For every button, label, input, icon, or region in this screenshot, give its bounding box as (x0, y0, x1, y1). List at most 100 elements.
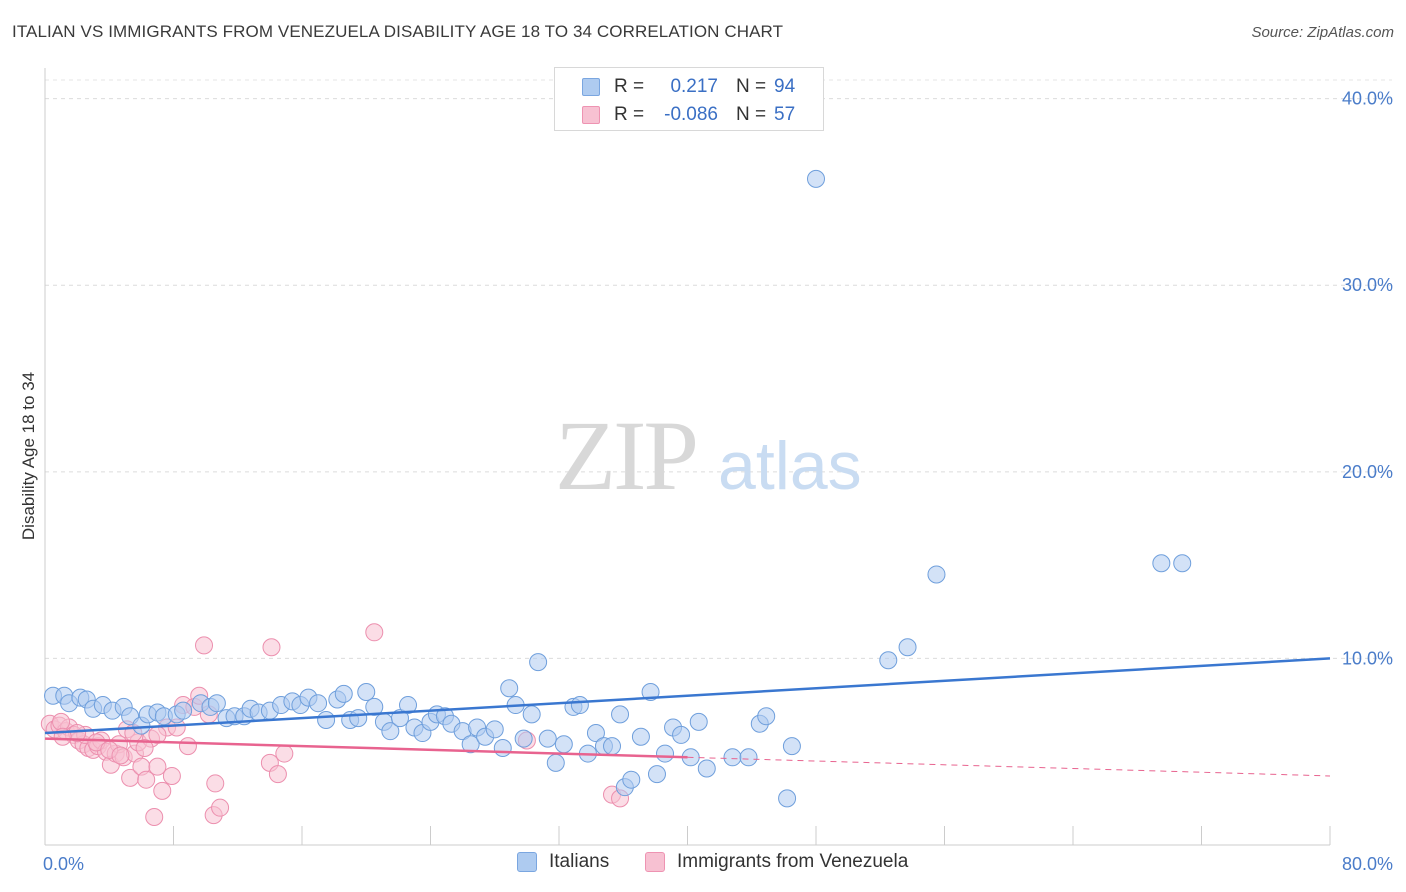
italian-point (357, 683, 376, 701)
italian-point (723, 748, 742, 767)
x-tick-label: 0.0% (43, 854, 84, 874)
venezuela-point (211, 798, 230, 817)
italian-point (656, 744, 675, 763)
italian-point (381, 722, 400, 741)
n-value: 57 (774, 104, 796, 125)
y-axis-label: Disability Age 18 to 34 (19, 372, 38, 540)
italian-point (500, 679, 519, 698)
italians-swatch (582, 78, 600, 96)
axes (44, 68, 1331, 846)
venezuela-point (153, 781, 172, 800)
legend-item-italians[interactable]: Italians (517, 851, 609, 873)
italian-point (898, 638, 917, 657)
italians-legend-label: Italians (549, 851, 610, 872)
x-tick-labels: 0.0% 80.0% (43, 854, 1393, 874)
y-tick-label: 20.0% (1342, 462, 1393, 482)
r-value: 0.217 (670, 76, 718, 97)
italian-point (365, 697, 384, 716)
italian-points (44, 169, 1192, 808)
italian-point (349, 709, 368, 728)
italian-point (631, 727, 650, 746)
italian-point (1173, 554, 1192, 573)
venezuela-point (52, 712, 71, 731)
italian-point (757, 707, 776, 726)
italian-point (570, 696, 589, 715)
italian-point (782, 737, 801, 756)
italian-point (317, 710, 336, 729)
chart-title: ITALIAN VS IMMIGRANTS FROM VENEZUELA DIS… (12, 22, 784, 41)
trend-lines (44, 657, 1331, 777)
italian-point (622, 770, 641, 789)
venezuela-point (262, 638, 281, 657)
watermark-atlas: atlas (718, 428, 862, 504)
italians-trend-line (44, 657, 1331, 735)
venezuela-point (145, 808, 164, 827)
venezuela-trend-extension (687, 756, 1331, 777)
venezuela-point (195, 636, 214, 655)
venezuela-swatch (582, 106, 600, 124)
italian-point (485, 720, 504, 739)
italian-point (174, 701, 193, 720)
venezuela-point (135, 738, 154, 757)
y-tick-label: 10.0% (1342, 648, 1393, 668)
x-tick-label: 80.0% (1342, 854, 1393, 874)
italian-point (641, 683, 660, 701)
italians-legend-swatch (517, 852, 537, 872)
italian-point (697, 759, 716, 778)
grid-lines (45, 79, 1392, 659)
r-value: -0.086 (664, 104, 718, 125)
r-label: R = (614, 104, 645, 125)
italian-point (1152, 554, 1171, 573)
italian-point (461, 735, 480, 754)
italian-point (647, 765, 666, 784)
venezuela-point (268, 765, 287, 784)
n-label: N = (736, 104, 767, 125)
venezuela-point (206, 774, 225, 793)
n-label: N = (736, 76, 767, 97)
italian-point (603, 737, 622, 756)
italian-point (334, 684, 353, 703)
italian-point (739, 748, 758, 767)
correlation-legend: R = 0.217 N = 94 R = -0.086 N = 57 (554, 67, 824, 131)
italian-point (672, 725, 691, 744)
legend-row-venezuela: R = -0.086 N = 57 (555, 101, 795, 129)
venezuela-legend-swatch (645, 852, 665, 872)
italian-point (309, 694, 328, 713)
venezuela-point (111, 746, 130, 765)
venezuela-point (178, 737, 197, 756)
y-tick-label: 40.0% (1342, 89, 1393, 109)
italian-point (689, 712, 708, 731)
venezuela-point (137, 770, 156, 789)
series-legend: Italians Immigrants from Venezuela (0, 851, 1406, 877)
chart-source: Source: ZipAtlas.com (1251, 24, 1394, 41)
italian-point (927, 565, 946, 584)
venezuela-trend-line (44, 737, 688, 759)
italian-point (611, 705, 630, 724)
italian-point (778, 789, 797, 808)
watermark-zip: ZIP (555, 400, 696, 511)
italian-point (493, 738, 512, 757)
watermark: ZIP atlas (555, 400, 862, 511)
y-tick-label: 30.0% (1342, 275, 1393, 295)
italian-point (586, 724, 605, 743)
venezuela-point (162, 766, 181, 785)
italian-point (554, 735, 573, 754)
italian-point (529, 653, 548, 672)
italian-point (546, 753, 565, 772)
r-label: R = (614, 76, 645, 97)
venezuela-point (365, 623, 384, 642)
venezuela-legend-label: Immigrants from Venezuela (677, 851, 909, 872)
venezuela-point (148, 757, 167, 776)
n-value: 94 (774, 76, 796, 97)
y-tick-labels: 10.0% 20.0% 30.0% 40.0% (1342, 89, 1393, 669)
legend-item-venezuela[interactable]: Immigrants from Venezuela (645, 851, 908, 873)
italian-point (807, 169, 825, 188)
italian-point (207, 694, 226, 713)
italian-point (399, 696, 418, 715)
italian-point (514, 729, 533, 748)
italian-point (522, 705, 541, 724)
italian-point (879, 651, 898, 670)
italian-point (538, 729, 557, 748)
legend-row-italians: R = 0.217 N = 94 (555, 73, 795, 101)
